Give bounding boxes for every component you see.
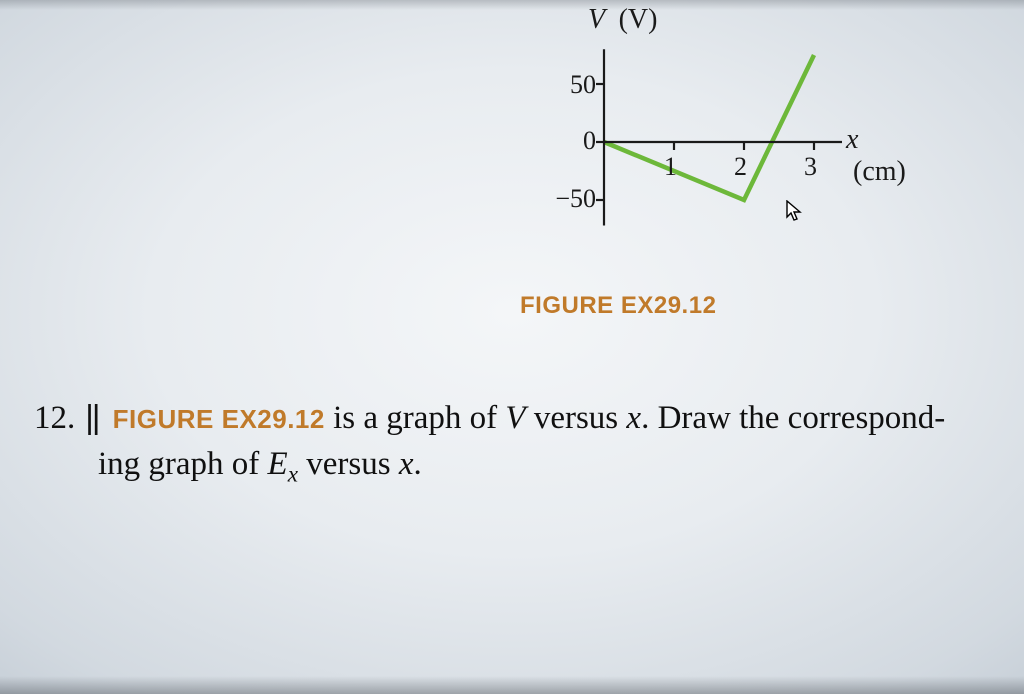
var-x: x — [626, 400, 641, 436]
text: versus — [298, 446, 399, 482]
figure-ref: FIGURE EX29.12 — [113, 404, 325, 434]
problem-12: 12. || FIGURE EX29.12 is a graph of V ver… — [34, 394, 996, 490]
figure-caption: FIGURE EX29.12 — [520, 292, 716, 320]
xtick-1: 1 — [664, 152, 677, 182]
ytick-neg50: −50 — [555, 184, 596, 214]
ytick-50: 50 — [570, 70, 596, 100]
chart-V-vs-x: V (V) x (cm) 50 0 −50 1 2 3 — [530, 8, 910, 268]
problem-number: 12. — [34, 400, 75, 436]
text: . — [413, 446, 421, 482]
xtick-3: 3 — [804, 152, 817, 182]
subscript-x: x — [288, 460, 298, 486]
text: . Draw the correspond- — [641, 400, 945, 436]
var-V: V — [505, 400, 525, 436]
page: V (V) x (cm) 50 0 −50 1 2 3 FIGURE EX29.… — [0, 0, 1024, 694]
text: is a graph of — [325, 400, 506, 436]
screen-edge-bottom — [0, 676, 1024, 694]
text: versus — [526, 400, 627, 436]
ytick-0: 0 — [583, 126, 596, 156]
var-E: E — [268, 446, 288, 482]
difficulty-bars-icon: || — [85, 398, 98, 435]
var-x: x — [399, 446, 414, 482]
x-axis-label: x (cm) — [846, 124, 910, 188]
xtick-2: 2 — [734, 152, 747, 182]
text: ing graph of — [98, 446, 268, 482]
y-axis-label: V (V) — [588, 4, 657, 36]
